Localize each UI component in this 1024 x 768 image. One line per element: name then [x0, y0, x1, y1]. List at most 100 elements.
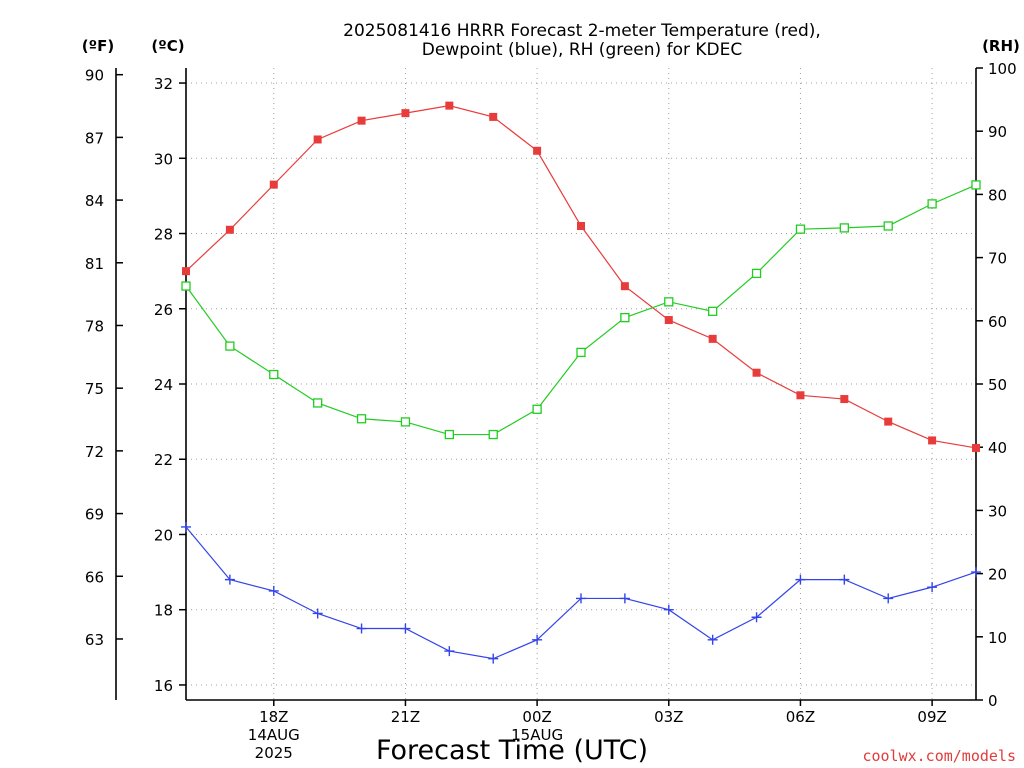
rh-marker	[751, 268, 762, 279]
rh-marker	[181, 281, 191, 291]
temperature-marker	[357, 116, 366, 125]
dewpoint-marker	[224, 574, 235, 585]
fahrenheit-tick-label: 63	[85, 631, 104, 649]
rh-marker	[225, 341, 235, 351]
fahrenheit-tick-label: 75	[85, 380, 104, 398]
x-axis-label: Forecast Time (UTC)	[376, 735, 648, 766]
temperature-marker	[972, 443, 980, 452]
dewpoint-marker	[883, 593, 894, 604]
fahrenheit-tick-label: 72	[85, 443, 104, 461]
rh-marker	[971, 180, 981, 190]
dewpoint-marker	[707, 634, 718, 645]
rh-marker	[444, 429, 454, 440]
rh-tick-label: 90	[988, 123, 1007, 141]
x-tick-label: 00Z	[522, 708, 551, 726]
fahrenheit-tick-label: 69	[85, 506, 104, 524]
temperature-marker	[620, 282, 629, 291]
dewpoint-marker	[971, 567, 981, 578]
dewpoint-marker	[400, 623, 411, 634]
chart-title-line-1: 2025081416 HRRR Forecast 2-meter Tempera…	[343, 21, 821, 41]
rh-tick-label: 80	[988, 186, 1007, 204]
grid-lines	[186, 68, 976, 700]
temperature-marker	[182, 267, 190, 276]
rh-tick-label: 50	[988, 376, 1007, 394]
rh-marker	[532, 404, 542, 414]
dewpoint-marker	[532, 634, 543, 645]
rh-unit-label: (RH)	[982, 37, 1020, 55]
rh-tick-label: 60	[988, 313, 1007, 331]
x-tick-label: 2025	[255, 744, 293, 762]
dewpoint-marker	[751, 612, 762, 623]
axes	[115, 67, 983, 706]
celsius-tick-label: 22	[154, 451, 173, 469]
rh-marker	[795, 224, 806, 234]
temperature-marker	[533, 146, 542, 155]
celsius-tick-label: 16	[154, 677, 173, 695]
rh-tick-label: 70	[988, 250, 1007, 268]
dewpoint-marker	[181, 521, 191, 532]
rh-marker	[356, 414, 367, 424]
celsius-tick-label: 20	[154, 526, 173, 544]
data-series	[181, 101, 981, 664]
rh-marker	[839, 223, 849, 233]
dewpoint-marker	[444, 646, 455, 657]
x-tick-label: 09Z	[917, 708, 946, 726]
rh-tick-label: 40	[988, 439, 1007, 457]
x-tick-label: 14AUG	[248, 726, 300, 744]
temperature-marker	[752, 368, 761, 377]
temperature-marker	[445, 101, 454, 110]
rh-marker	[620, 312, 630, 323]
temperature-marker	[577, 222, 585, 230]
fahrenheit-tick-label: 78	[85, 317, 104, 335]
temperature-marker	[664, 316, 673, 325]
rh-tick-label: 20	[988, 566, 1007, 584]
fahrenheit-tick-label: 84	[85, 192, 104, 210]
rh-marker	[400, 417, 411, 427]
rh-marker	[664, 297, 674, 307]
celsius-tick-label: 18	[154, 602, 173, 620]
dewpoint-marker	[312, 608, 323, 619]
celsius-tick-label: 32	[154, 75, 173, 93]
rh-marker	[883, 221, 893, 231]
chart-title-line-2: Dewpoint (blue), RH (green) for KDEC	[422, 40, 742, 60]
temperature-marker	[884, 417, 893, 426]
temperature-marker	[269, 180, 278, 189]
temperature-marker	[225, 225, 234, 234]
dewpoint-marker	[795, 574, 806, 585]
rh-marker	[313, 398, 323, 408]
rh-marker	[927, 199, 937, 209]
dewpoint-marker	[356, 623, 367, 634]
temperature-marker	[313, 135, 322, 144]
rh-tick-label: 30	[988, 502, 1007, 520]
dewpoint-marker	[268, 585, 279, 596]
fahrenheit-unit-label: (ºF)	[82, 37, 114, 55]
dewpoint-marker	[576, 593, 586, 604]
rh-tick-label: 10	[988, 629, 1007, 647]
celsius-unit-label: (ºC)	[151, 37, 184, 55]
temperature-marker	[840, 395, 849, 404]
rh-marker	[576, 347, 586, 358]
temperature-line	[185, 105, 977, 449]
fahrenheit-tick-label: 81	[85, 255, 104, 273]
rh-marker	[488, 429, 498, 440]
x-tick-label: 21Z	[391, 708, 420, 726]
tick-labels: 16 18 20 22 24 26 28 30 32 63 66 69 72 75 78 81 84 87 90 0 1…	[85, 60, 1017, 762]
x-tick-label: 15AUG	[511, 726, 563, 744]
temperature-marker	[489, 112, 498, 121]
dewpoint-marker	[663, 604, 674, 615]
rh-marker	[708, 306, 718, 316]
dewpoint-marker	[488, 653, 499, 664]
fahrenheit-tick-label: 66	[85, 568, 104, 586]
celsius-tick-label: 30	[154, 150, 173, 168]
x-tick-label: 18Z	[259, 708, 288, 726]
celsius-tick-label: 28	[154, 226, 173, 244]
celsius-tick-label: 26	[154, 301, 173, 319]
fahrenheit-tick-label: 87	[85, 129, 104, 147]
temperature-marker	[401, 109, 410, 118]
x-tick-label: 03Z	[654, 708, 683, 726]
x-tick-label: 06Z	[786, 708, 815, 726]
temperature-marker	[928, 436, 937, 445]
fahrenheit-tick-label: 90	[85, 67, 104, 85]
rh-tick-label: 100	[988, 60, 1017, 78]
